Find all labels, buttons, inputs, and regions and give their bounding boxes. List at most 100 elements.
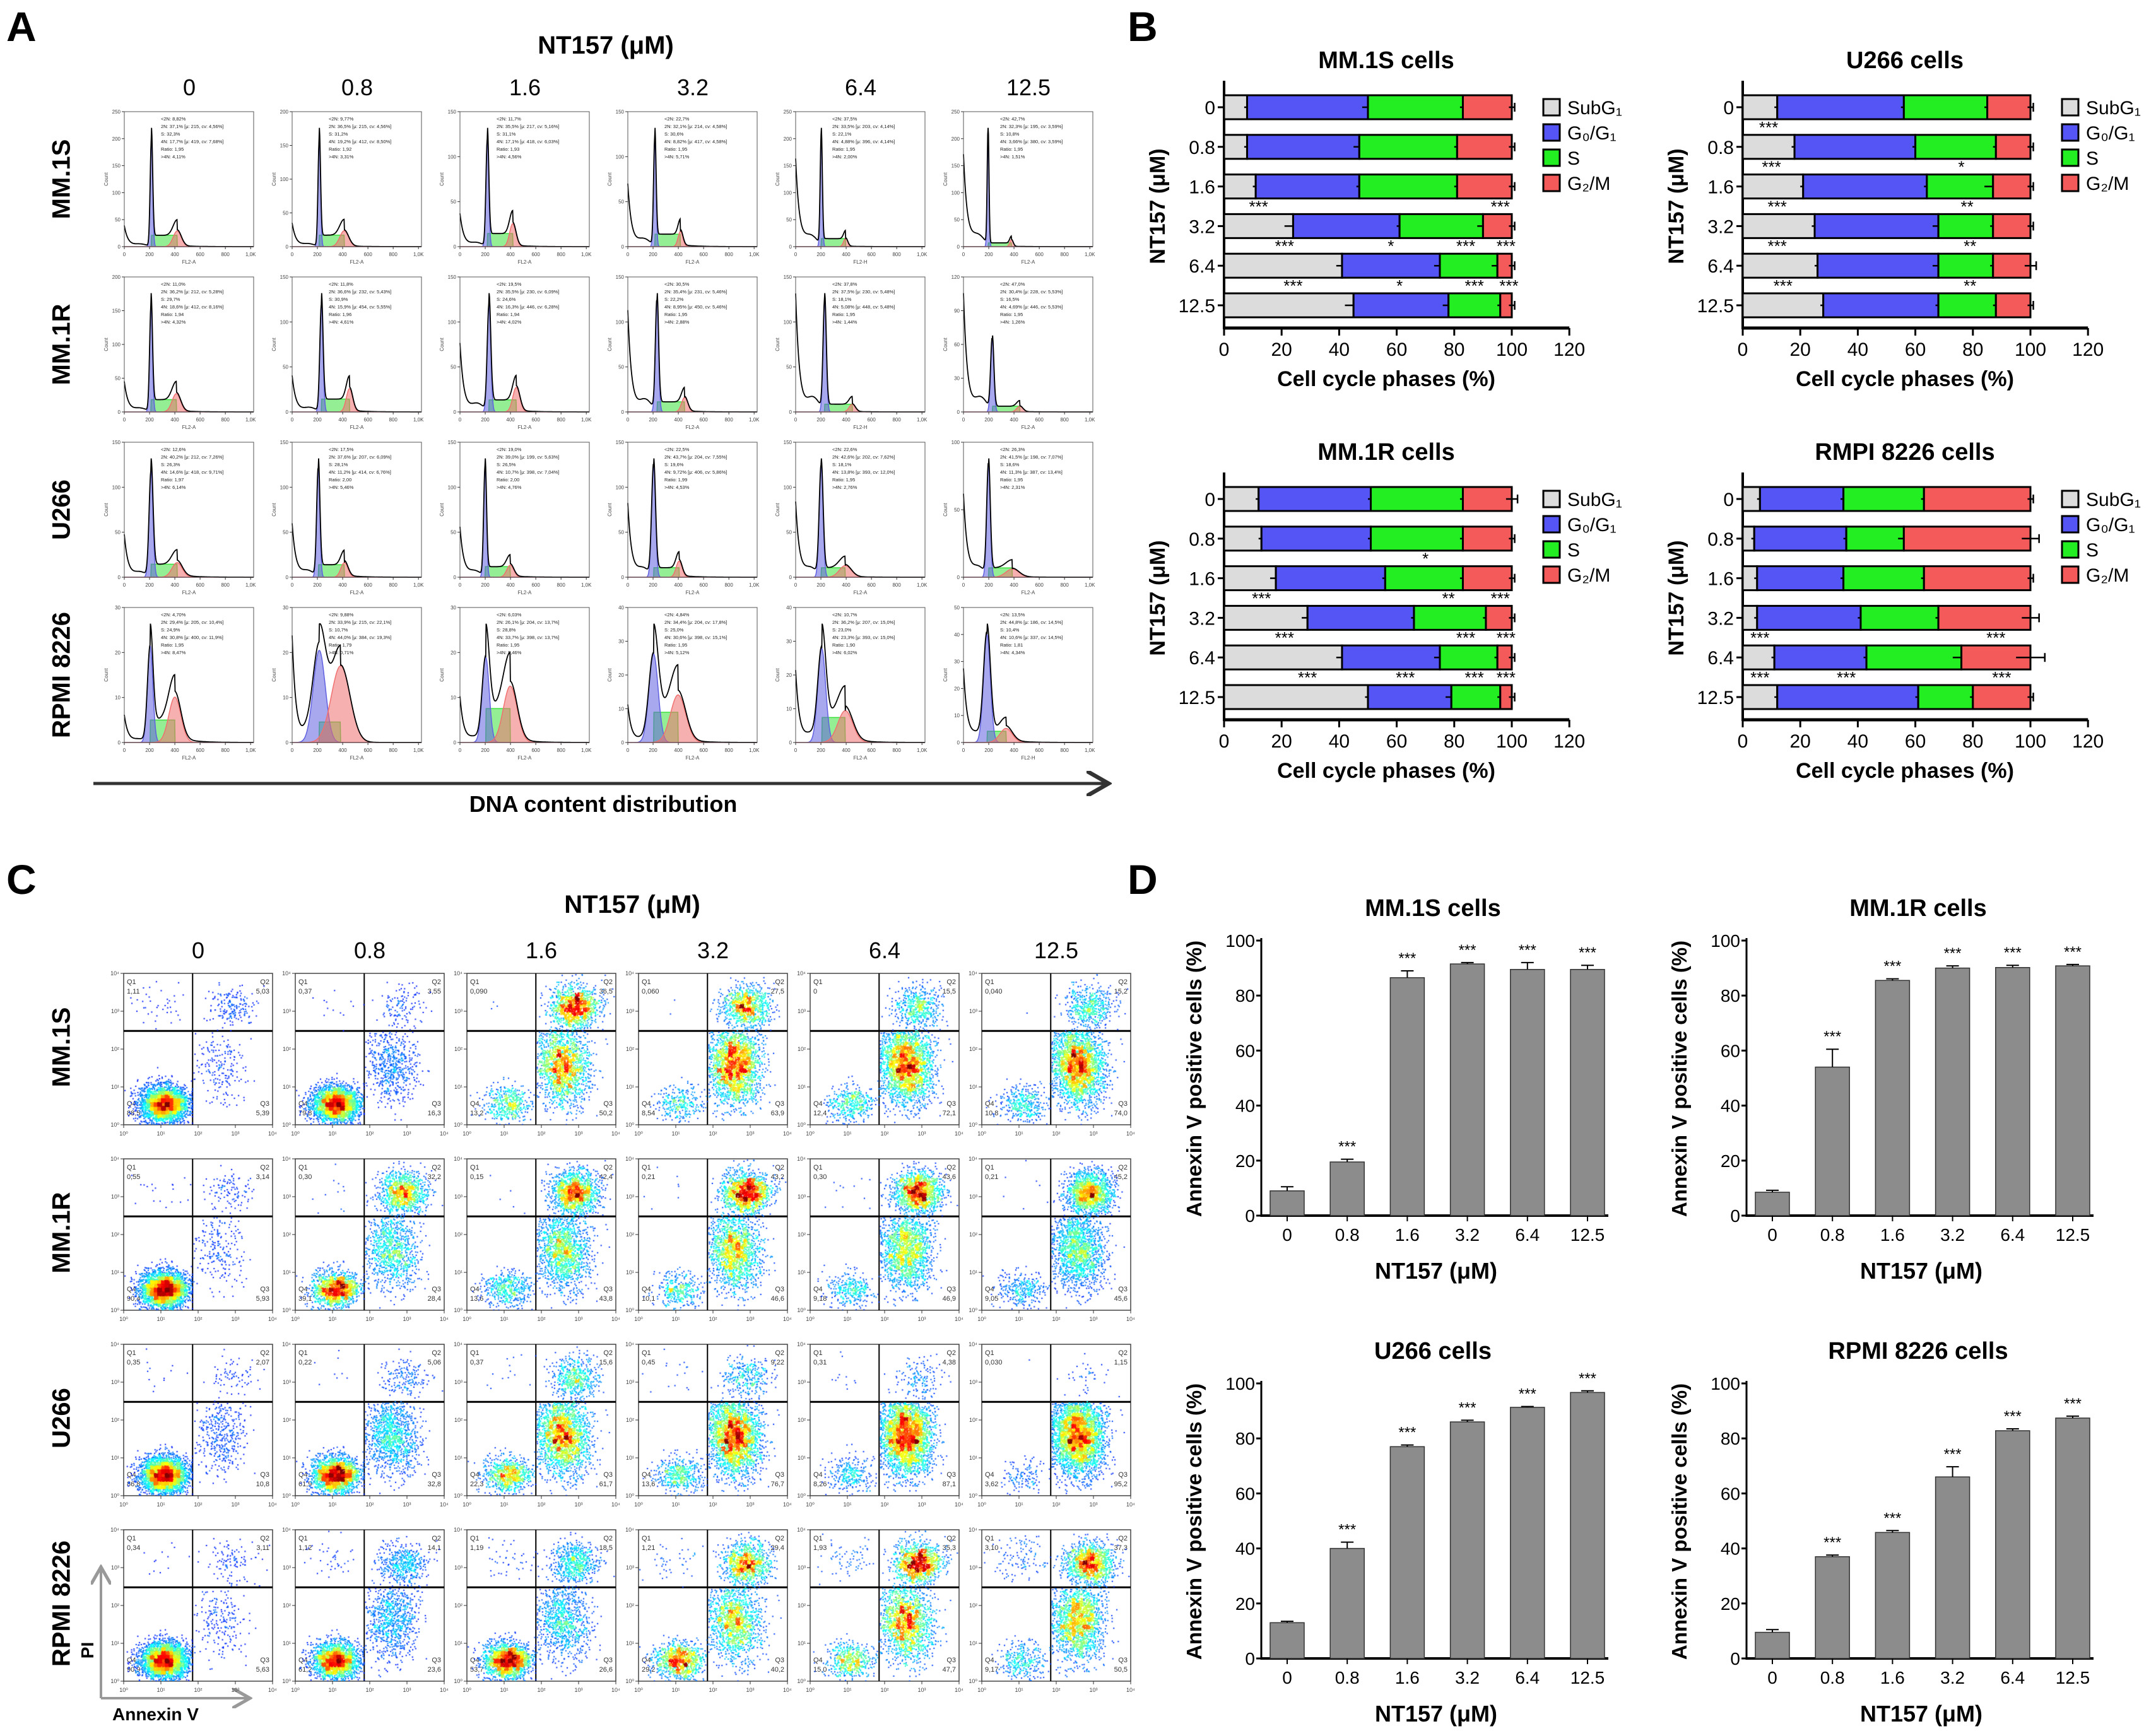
histogram-stat-line: <2N: 26,3% — [1000, 447, 1025, 452]
flow-x-tick-label: 10² — [194, 1316, 202, 1322]
flow-y-tick-label: 10⁰ — [454, 1307, 462, 1313]
histogram-frame — [124, 442, 254, 578]
histogram-x-tick-label: 0 — [794, 748, 798, 753]
legend-swatch — [2061, 515, 2080, 534]
histogram-y-tick-label: 0 — [957, 244, 960, 250]
flow-y-tick-label: 10⁰ — [282, 1493, 291, 1499]
histogram-x-tick-label: 400 — [506, 748, 515, 753]
dna-histogram: 0 200 400 600 800 1,0K 0 50 100 150 200 FL2-A Count <… — [103, 274, 256, 430]
significance-mark: *** — [1762, 158, 1781, 177]
flow-y-tick-label: 10⁰ — [969, 1307, 977, 1313]
x-tick-label: 100 — [2015, 339, 2046, 360]
histogram-y-tick-label: 50 — [786, 365, 792, 370]
histogram-x-tick-label: 1,0K — [1085, 582, 1095, 588]
panel-a-conc-4: 6.4 — [844, 74, 877, 100]
flow-x-tick-label: 10⁴ — [268, 1687, 277, 1693]
histogram-x-axis-label: FL2-A — [182, 259, 196, 265]
histogram-x-axis-label: FL2-A — [854, 755, 868, 761]
bar-segment-subg1 — [1223, 684, 1369, 710]
legend-label: S — [2086, 540, 2099, 561]
flow-dot-plot — [124, 973, 273, 1125]
histogram-stat-line: 4N: 17,1% [μ: 418, cv: 6,03%] — [497, 139, 559, 144]
significance-mark: *** — [1456, 628, 1475, 647]
y-tick-label: 40 — [1721, 1096, 1740, 1116]
histogram-total-line — [124, 623, 254, 743]
histogram-frame — [459, 442, 590, 578]
x-axis-label: Cell cycle phases (%) — [1277, 367, 1495, 391]
flow-x-tick-label: 10² — [365, 1501, 374, 1508]
histogram-y-axis-label: Count — [943, 503, 948, 517]
histogram-x-tick-label: 1,0K — [413, 252, 424, 257]
flow-y-tick-label: 10³ — [798, 1008, 806, 1014]
flow-x-tick-label: 10¹ — [843, 1316, 851, 1322]
flow-y-tick-label: 10⁴ — [625, 1341, 634, 1347]
histogram-y-axis-label: Count — [271, 503, 277, 517]
legend-label: G₂/M — [2086, 565, 2129, 586]
flow-y-tick-label: 10⁰ — [282, 1678, 291, 1684]
histogram-x-tick-label: 1,0K — [245, 252, 256, 257]
flow-x-tick-label: 10¹ — [1015, 1316, 1023, 1322]
histogram-g0g1-fill — [796, 136, 925, 247]
significance-mark: *** — [2064, 1395, 2082, 1412]
flow-x-tick-label: 10² — [365, 1687, 374, 1693]
histogram-y-tick-label: 90 — [954, 308, 960, 314]
histogram-stat-line: 4N: 11,3% [μ: 387, cv: 13,4%] — [1000, 469, 1063, 475]
bar-segment-s — [1865, 644, 1963, 671]
bar-segment-g0g1 — [1756, 565, 1845, 592]
y-tick-label: 6.4 — [1189, 256, 1215, 277]
flow-y-tick-label: 10¹ — [454, 1269, 462, 1276]
x-axis-label: NT157 (μM) — [1375, 1258, 1497, 1284]
dna-histogram: 0 200 400 600 800 1,0K 0 50 100 150 200 FL2-A Count <… — [271, 109, 424, 265]
histogram-y-tick-label: 10 — [954, 713, 960, 719]
flow-y-tick-label: 10¹ — [454, 1084, 462, 1090]
flow-x-tick-label: 10² — [537, 1501, 545, 1508]
histogram-y-axis-label: Count — [439, 503, 445, 517]
histogram-x-tick-label: 800 — [1060, 252, 1069, 257]
histogram-y-axis-label: Count — [271, 172, 277, 186]
panel-a-conc-0: 0 — [182, 74, 196, 100]
histogram-g0g1-fill — [124, 305, 254, 413]
flow-y-tick-label: 10¹ — [283, 1084, 291, 1090]
flow-y-tick-label: 10¹ — [283, 1269, 291, 1276]
histogram-x-tick-label: 200 — [313, 417, 322, 423]
histogram-y-tick-label: 30 — [954, 659, 960, 665]
histogram-x-tick-label: 0 — [123, 417, 126, 423]
histogram-y-tick-label: 150 — [784, 440, 792, 445]
y-tick-label: 100 — [1225, 931, 1255, 951]
histogram-y-tick-label: 50 — [954, 507, 960, 513]
histogram-y-axis-label: Count — [607, 503, 613, 517]
histogram-stat-line: 2N: 44,8% [μ: 186, cv: 14,5%] — [1000, 619, 1063, 625]
annexin-bar-chart: MM.1S cells 0 20 40 60 80 100 Annexin V positiv… — [1182, 895, 1608, 1284]
flow-x-tick-label: 10⁴ — [955, 1316, 963, 1322]
histogram-x-tick-label: 800 — [724, 582, 733, 588]
histogram-y-tick-label: 50 — [786, 217, 792, 223]
flow-x-tick-label: 10³ — [574, 1501, 582, 1508]
flow-y-tick-label: 10⁰ — [625, 1122, 634, 1128]
x-tick-label: 20 — [1271, 339, 1292, 360]
x-tick-label: 0 — [1738, 339, 1748, 360]
flow-y-tick-label: 10² — [111, 1417, 119, 1423]
histogram-stat-line: <2N: 4,84% — [664, 612, 690, 618]
flow-x-tick-label: 10¹ — [500, 1687, 508, 1693]
flow-y-tick-label: 10³ — [969, 1379, 977, 1385]
chart-title: RMPI 8226 cells — [1815, 439, 1994, 466]
histogram-y-tick-label: 0 — [621, 409, 625, 415]
x-tick-label: 0.8 — [1335, 1668, 1360, 1687]
flow-x-tick-label: 10⁴ — [440, 1130, 449, 1137]
x-tick-label: 12.5 — [2056, 1668, 2090, 1687]
flow-x-tick-label: 10¹ — [500, 1501, 508, 1508]
histogram-y-tick-label: 0 — [286, 244, 289, 250]
flow-x-tick-label: 10³ — [574, 1130, 582, 1137]
histogram-y-tick-label: 10 — [283, 695, 288, 701]
histogram-y-tick-label: 50 — [115, 530, 121, 536]
histogram-y-tick-label: 0 — [957, 575, 960, 580]
flow-x-tick-label: 10¹ — [156, 1687, 165, 1693]
histogram-frame — [124, 276, 254, 413]
chart-title: MM.1S cells — [1318, 47, 1454, 74]
histogram-y-tick-label: 0 — [789, 740, 792, 746]
panel-c-annexin-axis-label: Annexin V — [112, 1705, 199, 1724]
histogram-frame — [124, 111, 254, 247]
histogram-x-tick-label: 1,0K — [749, 252, 760, 257]
chart-title: RPMI 8226 cells — [1828, 1338, 2008, 1364]
flow-x-tick-label: 10⁰ — [462, 1687, 471, 1693]
